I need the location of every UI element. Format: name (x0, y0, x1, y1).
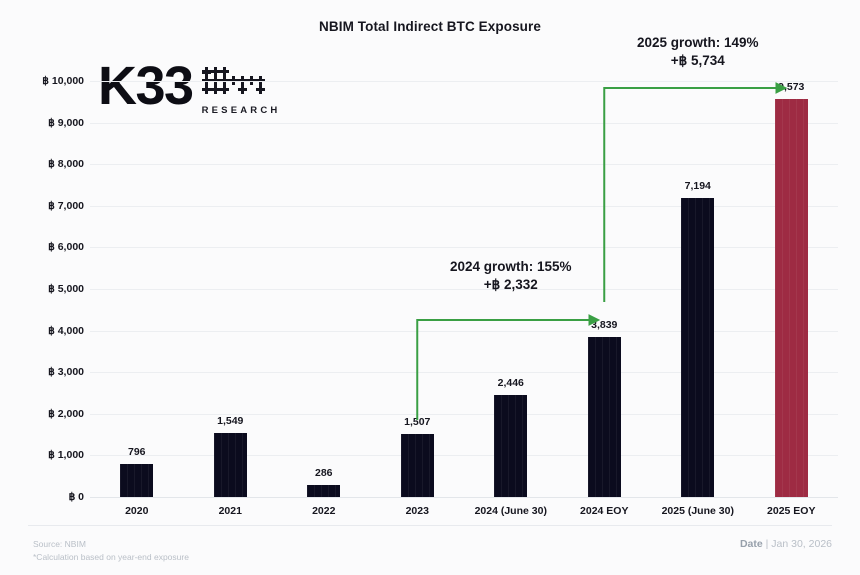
gridline (90, 455, 838, 457)
bar-value-label: 2,446 (497, 377, 524, 390)
bar-value-label: 1,549 (217, 414, 244, 427)
x-axis-tick-label: 2023 (405, 505, 429, 517)
y-axis-tick-label: ฿ 4,000 (48, 324, 84, 337)
gridline (90, 247, 838, 249)
k33-research-logo: K33 (98, 56, 281, 116)
bar-value-label: 796 (127, 445, 146, 458)
x-axis-tick-label: 2022 (312, 505, 336, 517)
bar-value-label: 7,194 (684, 179, 711, 192)
y-axis-tick-label: ฿ 2,000 (48, 407, 84, 420)
footer-date-block: Date | Jan 30, 2026 (740, 538, 832, 550)
bar-2022[interactable] (307, 485, 341, 497)
bar-value-label: 9,573 (778, 80, 805, 93)
y-axis-tick-label: ฿ 8,000 (48, 158, 84, 171)
bar-2025-eoy[interactable] (774, 98, 808, 497)
bar-value-label: 3,839 (591, 319, 618, 332)
y-axis-tick-label: ฿ 0 (68, 491, 84, 503)
annotation-line-1: 2025 growth: 149% (636, 35, 759, 50)
bar-value-label: 1,507 (404, 416, 431, 429)
y-axis-tick-label: ฿ 7,000 (48, 199, 84, 212)
bar-fill (307, 485, 341, 497)
bar-fill (400, 434, 434, 497)
annotation-line-2: +฿ 2,332 (483, 277, 538, 293)
bar-fill (681, 197, 715, 497)
page-title: NBIM Total Indirect BTC Exposure (319, 19, 541, 34)
footer-date-value: Jan 30, 2026 (771, 538, 832, 550)
bar-2025-june-30[interactable] (681, 197, 715, 497)
y-axis-tick-label: ฿ 5,000 (48, 283, 84, 295)
x-axis-tick-label: 2024 (June 30) (474, 505, 547, 517)
x-axis-tick-label: 2025 EOY (767, 505, 816, 517)
x-axis-tick-label: 2021 (218, 505, 242, 517)
bar-2020[interactable] (120, 463, 154, 497)
bar-fill (587, 337, 621, 497)
logo-subtitle: RESEARCH (201, 105, 281, 116)
footer-source-block: Source: NBIM *Calculation based on year-… (33, 538, 189, 564)
x-axis-tick-label: 2020 (125, 505, 149, 517)
annotation-line-1: 2024 growth: 155% (449, 259, 572, 274)
bar-fill (213, 432, 247, 497)
footer-source: Source: NBIM (33, 539, 86, 549)
gridline (90, 413, 838, 415)
bar-value-label: 286 (314, 467, 333, 480)
y-axis-tick-label: ฿ 10,000 (42, 75, 84, 87)
y-axis-tick-label: ฿ 3,000 (48, 366, 84, 379)
y-axis-tick-label: ฿ 6,000 (48, 241, 84, 254)
annotation-line-2: +฿ 5,734 (670, 53, 725, 69)
gridline (90, 372, 838, 374)
bar-2021[interactable] (213, 432, 247, 497)
x-axis-tick-label: 2024 EOY (580, 505, 629, 517)
bar-fill (494, 395, 528, 497)
footer-note: *Calculation based on year-end exposure (33, 552, 189, 563)
gridline (90, 205, 838, 207)
annotation-growth-2024: 2024 growth: 155% +฿ 2,332 (401, 258, 621, 294)
bar-2023[interactable] (400, 434, 434, 497)
gridline (90, 122, 838, 124)
bar-2024-june-30[interactable] (494, 395, 528, 497)
bar-2024-eoy[interactable] (587, 337, 621, 497)
footer-date-label: Date (739, 538, 763, 550)
gridline (90, 289, 838, 290)
bar-fill (120, 463, 154, 497)
annotation-growth-2025: 2025 growth: 149% +฿ 5,734 (588, 34, 808, 70)
gridline (90, 330, 838, 332)
x-axis-tick-label: 2025 (June 30) (661, 505, 734, 517)
footer-divider (28, 525, 832, 526)
footer-date-separator: | (762, 538, 772, 550)
gridline (90, 81, 838, 82)
y-axis-tick-label: ฿ 9,000 (48, 116, 84, 129)
axis-baseline (90, 497, 838, 498)
logo-wordmark: K33 (98, 56, 194, 116)
logo-dot-matrix-icon (201, 67, 265, 94)
y-axis-tick-label: ฿ 1,000 (48, 449, 84, 462)
gridline (90, 164, 838, 166)
bar-fill (774, 98, 808, 497)
